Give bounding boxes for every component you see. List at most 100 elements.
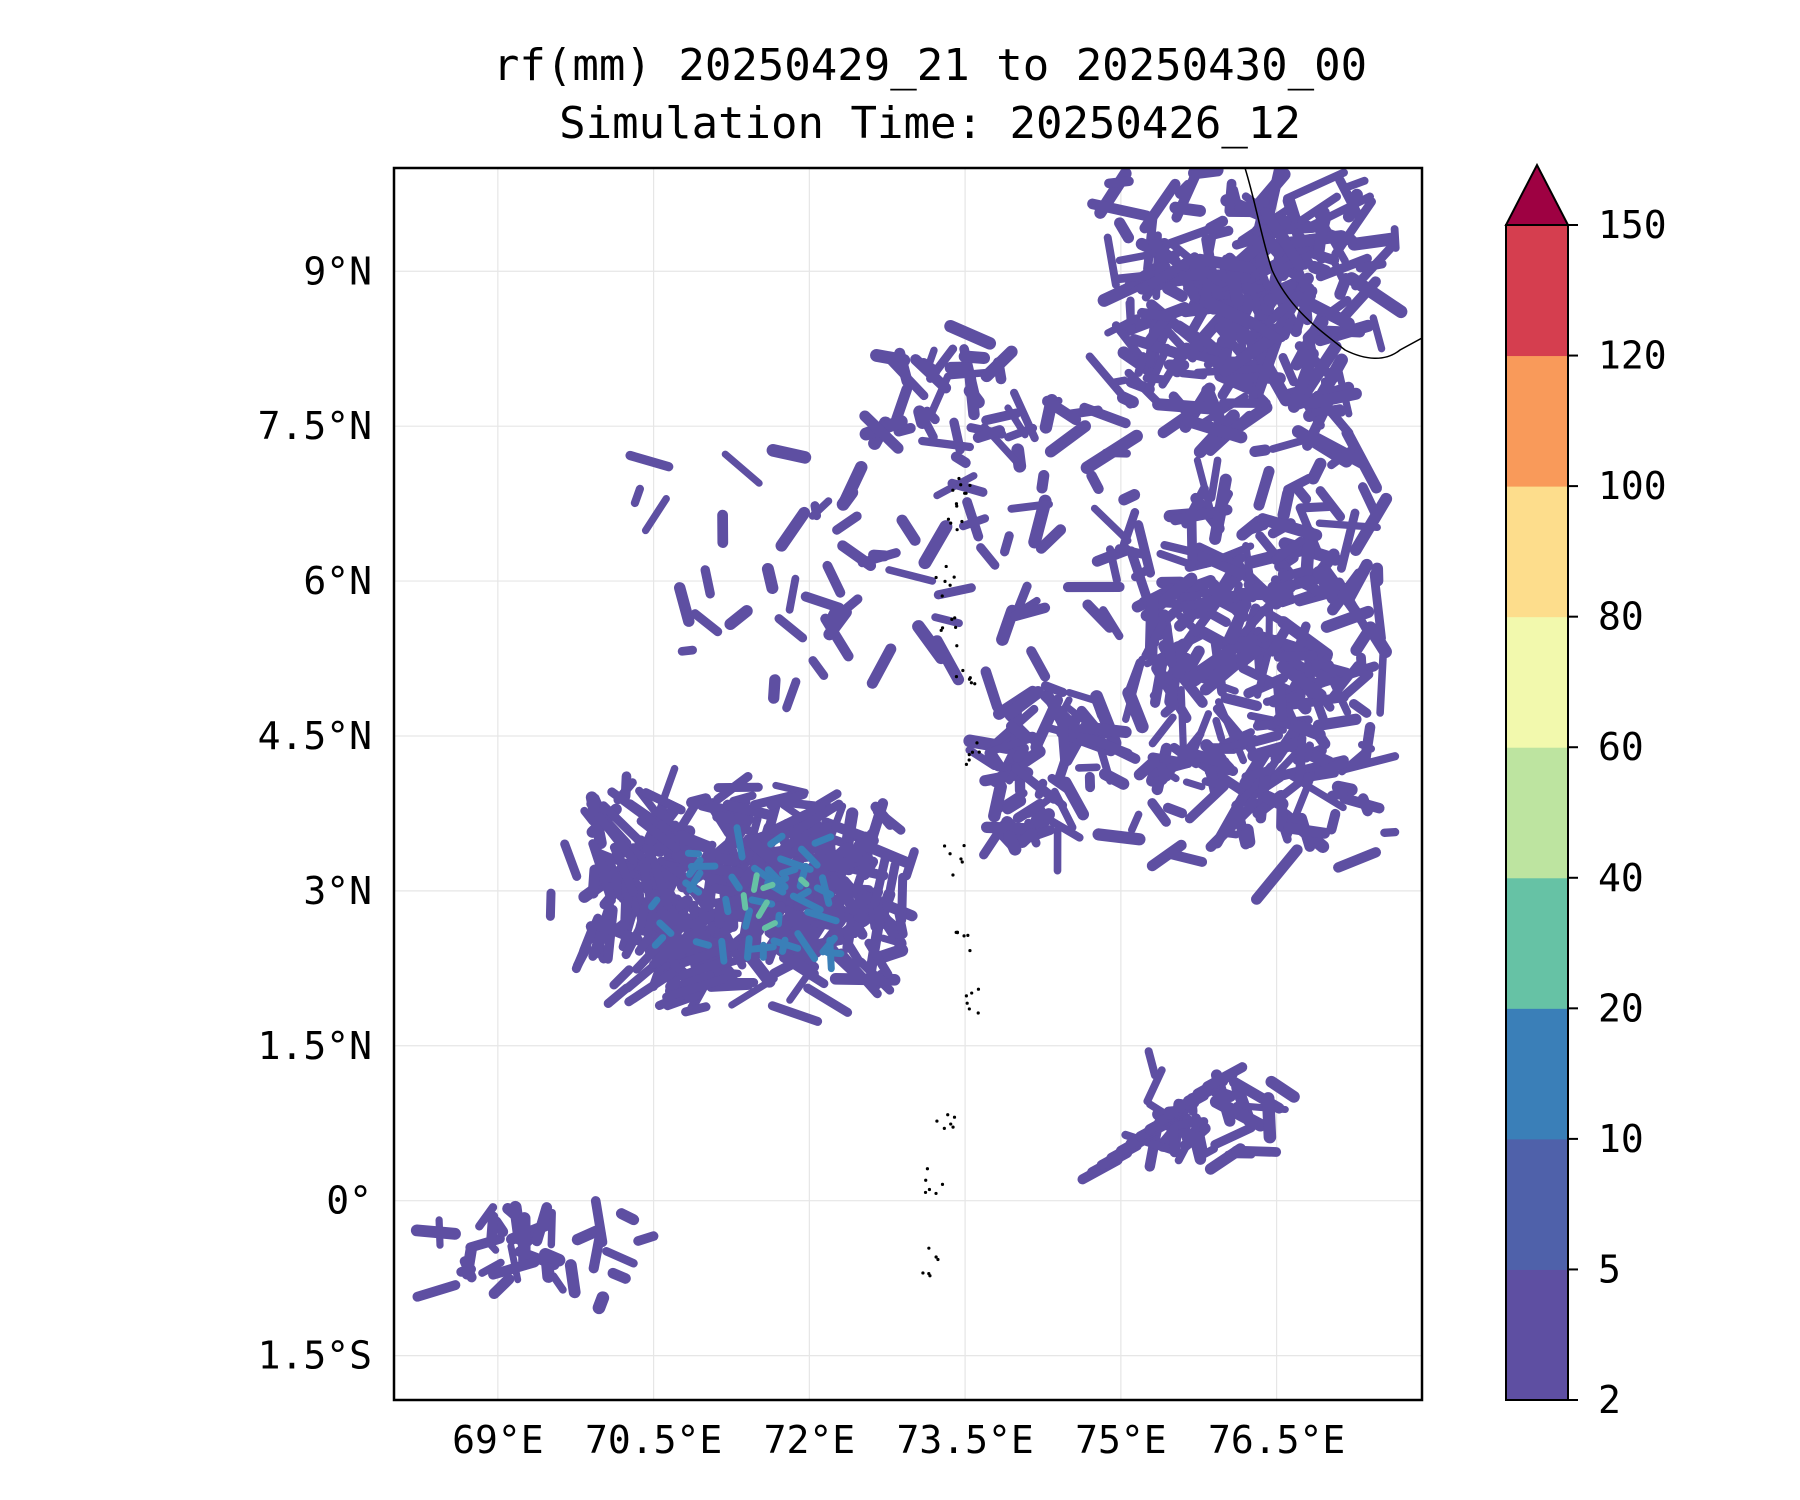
rain-cell <box>1109 376 1129 387</box>
rain-cell <box>1324 296 1352 318</box>
map-frame <box>392 166 1424 1402</box>
rain-cell <box>1182 778 1206 791</box>
lon-tick-label: 75°E <box>1075 1418 1167 1462</box>
rain-cell <box>870 851 891 908</box>
atoll-island <box>950 617 954 621</box>
rain-cell <box>1312 713 1362 731</box>
rain-cell <box>1259 231 1284 259</box>
rain-cell <box>1224 178 1237 216</box>
rain-cell <box>412 1280 461 1302</box>
rain-cell <box>786 969 813 1004</box>
rain-cell <box>1181 484 1209 529</box>
rain-cell <box>475 1203 498 1231</box>
rain-cell <box>811 833 835 847</box>
rain-cell <box>607 787 659 828</box>
rain-cell <box>972 425 1006 443</box>
rain-cell <box>1133 756 1160 781</box>
atoll-island <box>960 519 964 524</box>
colorbar-segment <box>1506 616 1568 748</box>
rain-cell <box>1103 233 1120 289</box>
rain-cell <box>1057 719 1071 766</box>
rain-cell <box>579 925 597 956</box>
rain-cell <box>1331 197 1376 259</box>
rain-cell <box>673 582 695 627</box>
map-subtitle: Simulation Time: 20250426_12 <box>559 98 1301 149</box>
rain-cell <box>630 484 644 508</box>
rain-cell <box>1337 276 1381 324</box>
rain-cell <box>1165 849 1208 867</box>
rain-cell <box>896 514 921 546</box>
atoll-island <box>939 628 943 632</box>
rain-cell <box>782 677 801 713</box>
lat-tick-label: 6°N <box>303 559 372 603</box>
lat-tick-label: 1.5°N <box>258 1024 372 1068</box>
atoll-island <box>976 1011 980 1015</box>
rain-cell <box>1026 646 1051 682</box>
rain-cell <box>711 883 745 899</box>
rain-cell <box>684 849 703 858</box>
rain-cell <box>1040 681 1068 697</box>
latitude-tick-labels: 9°N 7.5°N 6°N 4.5°N 3°N 1.5°N 0° 1.5°S <box>258 249 372 1377</box>
rain-cell <box>1259 270 1271 291</box>
atoll-island <box>954 625 958 629</box>
rain-cell <box>1104 314 1141 337</box>
rain-cell <box>886 355 929 401</box>
atoll-island <box>934 1255 938 1259</box>
rain-cell <box>410 1224 461 1240</box>
rain-cell <box>785 574 800 614</box>
colorbar-segment <box>1506 1008 1568 1140</box>
rain-cell <box>777 855 814 873</box>
rain-cell <box>1214 698 1248 765</box>
rain-cell <box>1357 793 1373 817</box>
colorbar-tick-label: 2 <box>1598 1378 1621 1422</box>
rain-cell <box>621 892 633 922</box>
rain-cell <box>933 583 976 600</box>
atoll-island <box>967 753 971 757</box>
colorbar-segment <box>1506 1269 1568 1401</box>
rain-cell <box>607 1267 631 1284</box>
rain-cell <box>1114 217 1135 244</box>
atoll-island <box>940 626 945 630</box>
rain-cell <box>1276 660 1327 702</box>
atoll-island <box>940 594 944 598</box>
rain-cell <box>604 853 625 901</box>
rain-cell <box>1342 188 1363 223</box>
rain-cell <box>980 345 1018 383</box>
rain-cell <box>690 609 723 637</box>
rain-cell <box>615 1208 640 1226</box>
rain-cell <box>740 892 749 911</box>
colorbar-segment <box>1506 486 1568 618</box>
rain-cell <box>1169 201 1206 217</box>
rain-cell <box>594 812 638 865</box>
rain-cell <box>1380 827 1400 837</box>
atoll-island <box>973 682 977 686</box>
rain-cell <box>1158 730 1205 785</box>
colorbar-tick-label: 10 <box>1598 1117 1644 1161</box>
colorbar-tick-label: 80 <box>1598 595 1644 639</box>
rain-cell <box>1104 176 1134 189</box>
rain-cell <box>1177 686 1188 757</box>
rain-cell <box>1092 828 1146 846</box>
rain-cell <box>1272 675 1288 722</box>
rain-cell <box>1291 621 1311 660</box>
colorbar-tick-label: 60 <box>1598 725 1644 769</box>
atoll-island <box>955 528 959 532</box>
rain-cell <box>724 605 753 631</box>
rain-cell <box>1236 633 1258 669</box>
rain-cell <box>655 913 694 958</box>
rain-cell <box>775 506 811 552</box>
rain-cell <box>1188 168 1224 180</box>
rain-cell <box>1201 384 1226 426</box>
rain-cell <box>564 1259 581 1299</box>
rain-cell <box>1178 270 1200 303</box>
rain-cell <box>1142 373 1170 384</box>
rain-cell <box>1327 446 1355 470</box>
rain-cell <box>1201 777 1228 790</box>
rain-cell <box>837 838 864 879</box>
rain-cell <box>1335 577 1371 634</box>
rain-cell <box>778 865 799 877</box>
rain-cell <box>1144 1047 1160 1080</box>
colorbar-tick-label: 120 <box>1598 334 1667 378</box>
lat-tick-label: 0° <box>326 1179 372 1223</box>
rain-cell <box>609 842 638 897</box>
